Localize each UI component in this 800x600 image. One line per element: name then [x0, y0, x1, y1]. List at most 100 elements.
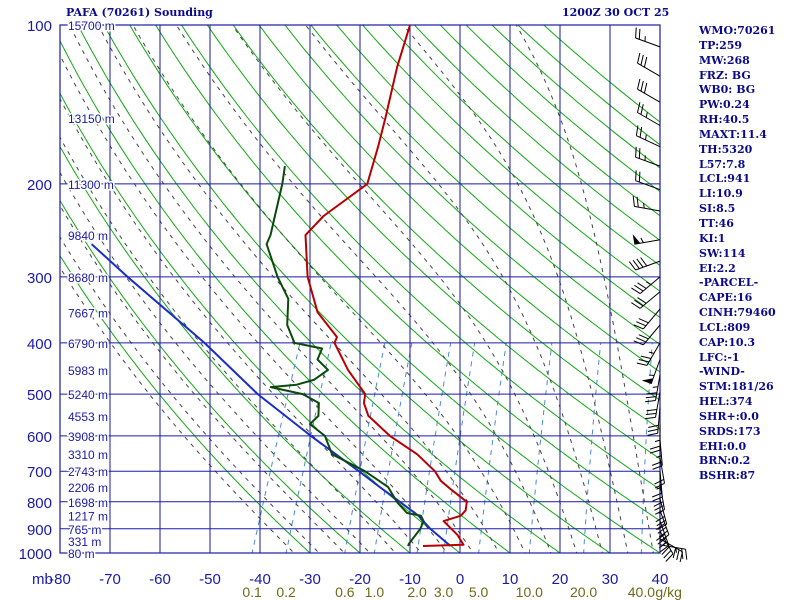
sounding-index-item: LCL:809 — [699, 320, 751, 334]
sounding-index-item: TT:46 — [699, 216, 734, 230]
wind-barb — [653, 483, 665, 515]
temperature-tick-label: -20 — [349, 571, 371, 588]
moist-adiabat — [60, 204, 346, 553]
wind-barb — [649, 424, 661, 454]
wind-barb-flag — [638, 148, 641, 159]
height-label: 15700 m — [68, 19, 115, 33]
temperature-tick-label: 0 — [456, 571, 464, 588]
wind-barb-flag — [685, 549, 688, 560]
sounding-index-item: SHR+:0.0 — [699, 409, 759, 423]
mixing-ratio-label: 40.0 — [628, 584, 655, 600]
wind-barb-flag — [632, 260, 640, 269]
wind-barb — [636, 342, 661, 366]
wind-barb-flag — [634, 299, 644, 307]
mixing-ratio-label: 5.0 — [469, 584, 489, 600]
wind-barb-staff — [646, 342, 661, 366]
sounding-index-item: -PARCEL- — [699, 276, 759, 290]
mixing-ratio-label: 0.2 — [276, 584, 296, 600]
moist-adiabat — [60, 97, 422, 553]
wind-barb-half-flag — [654, 439, 661, 443]
wind-barb-pennant — [641, 378, 654, 384]
moist-adiabat — [515, 25, 654, 553]
wind-barb-flag — [637, 282, 647, 289]
wind-barb-flag — [640, 104, 644, 115]
temperature-tick-label: 20 — [552, 571, 569, 588]
wind-barb-staff — [659, 483, 665, 510]
wind-barb-flag — [647, 432, 658, 436]
wind-barb-staff — [637, 62, 661, 77]
height-label: 11300 m — [68, 178, 114, 192]
mixing-ratio-line — [285, 342, 332, 553]
height-label: 2743 m — [68, 465, 108, 479]
wind-barb-staff — [635, 156, 661, 167]
wind-barb-flag — [636, 321, 647, 327]
sounding-index-item: RH:40.5 — [699, 113, 750, 127]
wind-barb-staff — [637, 88, 661, 103]
wind-barb-half-flag — [646, 281, 652, 286]
mixing-ratio-unit: g/kg — [655, 584, 681, 600]
moist-adiabat — [305, 25, 603, 553]
height-label: 3908 m — [68, 430, 108, 444]
wind-barb — [633, 308, 661, 330]
wind-barb-flag — [652, 461, 663, 466]
dry-adiabat — [258, 25, 660, 401]
wind-barb-flag — [637, 78, 641, 90]
wind-barb-staff — [634, 205, 661, 212]
wind-barb-staff — [635, 260, 661, 271]
wind-barb-flag — [640, 80, 644, 92]
wind-barb-flag — [649, 449, 661, 454]
wind-barb-staff — [655, 391, 661, 418]
dry-adiabat — [60, 199, 361, 553]
wind-barb — [635, 27, 661, 48]
dry-adiabat — [413, 25, 660, 241]
wind-barb-flag — [663, 550, 672, 559]
temperature-tick-label: 30 — [602, 571, 619, 588]
wind-barb-flag — [656, 533, 666, 541]
wind-barb-staff — [659, 538, 683, 553]
height-label: 331 m — [68, 535, 101, 549]
temperature-tick-label: 40 — [652, 571, 669, 588]
sounding-index-item: LI:10.9 — [699, 187, 743, 201]
wind-barb-half-flag — [652, 386, 658, 388]
temperature-tick-label: -40 — [249, 571, 271, 588]
pressure-unit-label: mb — [32, 571, 53, 588]
wind-barb-flag — [638, 334, 649, 340]
wind-barb — [633, 324, 661, 346]
height-label: 4553 m — [68, 410, 108, 424]
wind-barb-staff — [659, 498, 668, 525]
pressure-tick-label: 1000 — [19, 546, 52, 563]
sounding-index-item: STM:181/26 — [699, 380, 774, 394]
wind-barb-flag — [640, 355, 652, 359]
pressure-tick-label: 100 — [27, 18, 52, 35]
dry-adiabat — [180, 25, 660, 490]
wind-barb-flag — [643, 56, 648, 68]
wind-barb-flag — [658, 530, 668, 538]
temperature-profile-line — [304, 25, 468, 547]
sounding-index-item: SRDS:173 — [699, 424, 761, 438]
wind-barb-flag — [645, 412, 657, 416]
moist-adiabat — [69, 25, 474, 553]
wind-barb — [628, 257, 661, 271]
mixing-ratio-line — [528, 342, 553, 553]
wind-barb-half-flag — [643, 202, 645, 209]
moist-adiabat — [60, 171, 371, 553]
wind-barb-flag — [636, 362, 648, 366]
height-label: 13150 m — [68, 112, 115, 126]
pressure-tick-label: 300 — [27, 270, 52, 287]
wind-barb — [641, 359, 661, 385]
wind-barb-staff — [659, 520, 670, 546]
wind-barb — [631, 276, 661, 295]
wind-barb-half-flag — [640, 237, 644, 243]
wind-barb-flag — [633, 340, 644, 346]
dry-adiabat — [155, 25, 660, 522]
wind-barb-flag — [631, 287, 641, 295]
pressure-tick-label: 500 — [27, 387, 52, 404]
wind-barb-staff — [636, 135, 661, 148]
wind-barb — [632, 234, 661, 245]
wind-barb-half-flag — [645, 112, 648, 118]
moist-adiabat — [97, 25, 500, 553]
wind-barb — [659, 544, 688, 560]
sounding-index-item: -WIND- — [699, 365, 745, 379]
wind-barb-flag — [634, 284, 644, 292]
wind-barb-flag — [635, 125, 639, 136]
